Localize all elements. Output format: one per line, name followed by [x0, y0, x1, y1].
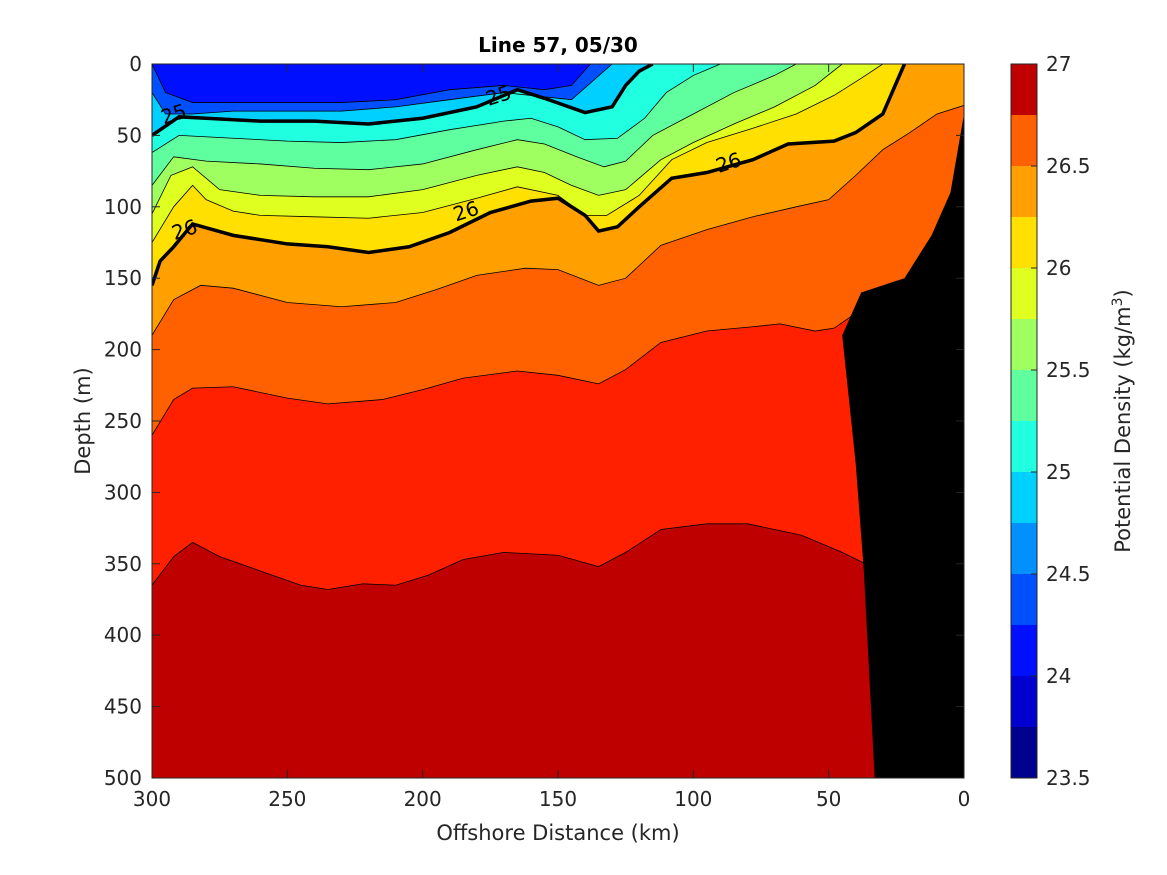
colorbar-swatch-26.5 — [1011, 115, 1037, 166]
colorbar-swatch-24.25 — [1011, 574, 1037, 625]
y-tick-label: 300 — [104, 480, 142, 504]
y-tick-label: 200 — [104, 338, 142, 362]
land-mask — [842, 113, 964, 778]
colorbar-label: Potential Density (kg/m3) — [1110, 289, 1135, 553]
colorbar-swatch-23.5 — [1011, 727, 1037, 778]
y-tick-label: 350 — [104, 552, 142, 576]
y-tick-label: 150 — [104, 266, 142, 290]
x-tick-label: 100 — [674, 787, 712, 811]
labeled-contour-layer — [152, 64, 907, 286]
y-tick-label: 50 — [117, 123, 142, 147]
colorbar: 23.5 24 24.5 25 25.5 26 26.5 27 — [1010, 52, 1091, 790]
y-axis-label: Depth (m) — [71, 367, 95, 474]
colorbar-swatch-24.5 — [1011, 523, 1037, 574]
contour-line-25.25 — [152, 64, 964, 153]
y-tick-label: 0 — [129, 52, 142, 76]
x-tick-label: 50 — [816, 787, 841, 811]
colorbar-swatch-top — [1011, 64, 1037, 115]
colorbar-swatch-24 — [1011, 625, 1037, 676]
colorbar-swatch-26.25 — [1011, 166, 1037, 217]
y-tick-label: 450 — [104, 695, 142, 719]
contour-line-26.75 — [152, 263, 964, 436]
contour-line-26 — [152, 64, 964, 243]
colorbar-tick-label: 25.5 — [1046, 358, 1091, 382]
y-axis: 0 50 100 150 200 250 300 350 400 450 500 — [104, 52, 964, 790]
x-tick-label: 200 — [404, 787, 442, 811]
colorbar-swatch-23.75 — [1011, 676, 1037, 727]
contour-line-26.5 — [152, 105, 964, 336]
contour-line-25.5 — [152, 64, 964, 186]
colorbar-frame — [1010, 63, 1038, 779]
density-band-27 — [152, 523, 964, 778]
x-axis-label: Offshore Distance (km) — [436, 821, 679, 845]
x-tick-label: 150 — [539, 787, 577, 811]
contour-line-24.75 — [152, 64, 964, 115]
colorbar-tick-label: 26.5 — [1046, 154, 1091, 178]
chart-title: Line 57, 05/30 — [478, 33, 638, 57]
x-tick-label: 300 — [133, 787, 171, 811]
x-tick-label: 0 — [958, 787, 971, 811]
colorbar-swatch-24.75 — [1011, 472, 1037, 523]
contour-line-25.75 — [152, 64, 964, 215]
colorbar-tick-label: 27 — [1046, 52, 1071, 76]
y-tick-label: 100 — [104, 195, 142, 219]
contour-line-27 — [152, 523, 964, 590]
contour-line-24.25 — [152, 64, 964, 103]
contour-bold-25 — [152, 64, 654, 137]
colorbar-swatch-25.25 — [1011, 370, 1037, 421]
colorbar-swatch-26 — [1011, 217, 1037, 268]
colorbar-swatch-25.75 — [1011, 268, 1037, 319]
y-tick-label: 500 — [104, 766, 142, 790]
x-axis: 300 250 200 150 100 50 0 — [133, 64, 970, 811]
y-tick-label: 250 — [104, 409, 142, 433]
colorbar-tick-label: 24.5 — [1046, 562, 1091, 586]
x-tick-label: 250 — [268, 787, 306, 811]
contour-bold-26 — [152, 64, 907, 286]
colorbar-tick-label: 23.5 — [1046, 766, 1091, 790]
land-mask-layer — [842, 113, 964, 778]
colorbar-tick-label: 26 — [1046, 256, 1071, 280]
colorbar-tick-label: 24 — [1046, 664, 1071, 688]
y-tick-label: 400 — [104, 623, 142, 647]
colorbar-swatch-25.5 — [1011, 319, 1037, 370]
colorbar-swatch-25 — [1011, 421, 1037, 472]
colorbar-tick-label: 25 — [1046, 460, 1071, 484]
density-fill-layer — [152, 64, 964, 778]
